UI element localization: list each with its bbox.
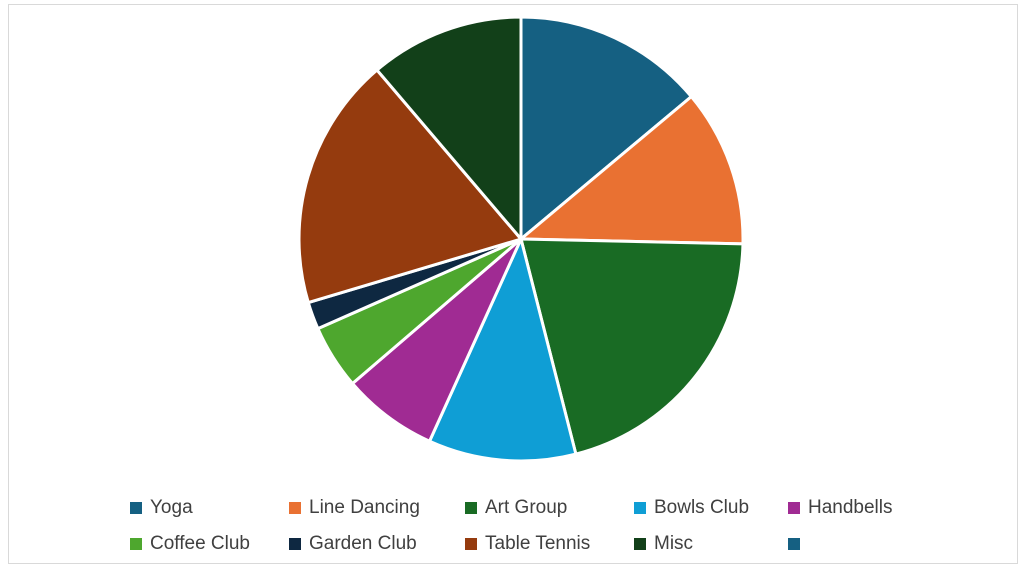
legend-swatch — [788, 502, 800, 514]
pie-slice-bowls-club[interactable] — [428, 237, 578, 463]
legend-item-misc[interactable]: Misc — [634, 532, 693, 556]
pie-slice-art-group[interactable] — [519, 237, 745, 456]
legend-label: Coffee Club — [150, 533, 250, 554]
pie-slice-line-dancing[interactable] — [519, 95, 745, 246]
legend-item-unnamed[interactable] — [788, 532, 808, 556]
legend-label: Line Dancing — [309, 497, 420, 518]
legend-label: Garden Club — [309, 533, 417, 554]
pie-slice-misc[interactable] — [375, 15, 523, 241]
legend-swatch — [130, 502, 142, 514]
legend-item-handbells[interactable]: Handbells — [788, 496, 893, 520]
legend-item-coffee-club[interactable]: Coffee Club — [130, 532, 250, 556]
pie-slice-table-tennis[interactable] — [297, 68, 523, 305]
legend-swatch — [289, 502, 301, 514]
legend-item-bowls-club[interactable]: Bowls Club — [634, 496, 749, 520]
legend-swatch — [634, 502, 646, 514]
legend-label: Yoga — [150, 497, 193, 518]
legend-swatch — [465, 538, 477, 550]
legend-swatch — [788, 538, 800, 550]
legend-label: Table Tennis — [485, 533, 591, 554]
pie-slice-yoga[interactable] — [519, 15, 693, 241]
legend-item-table-tennis[interactable]: Table Tennis — [465, 532, 590, 556]
legend-item-art-group[interactable]: Art Group — [465, 496, 567, 520]
legend-item-line-dancing[interactable]: Line Dancing — [289, 496, 420, 520]
legend-label: Handbells — [808, 497, 893, 518]
legend-item-garden-club[interactable]: Garden Club — [289, 532, 417, 556]
legend-swatch — [634, 538, 646, 550]
legend-item-yoga[interactable]: Yoga — [130, 496, 193, 520]
legend-label: Bowls Club — [654, 497, 750, 518]
legend-label: Art Group — [485, 497, 568, 518]
legend-swatch — [289, 538, 301, 550]
legend-label: Misc — [654, 533, 694, 554]
legend-swatch — [465, 502, 477, 514]
legend-swatch — [130, 538, 142, 550]
